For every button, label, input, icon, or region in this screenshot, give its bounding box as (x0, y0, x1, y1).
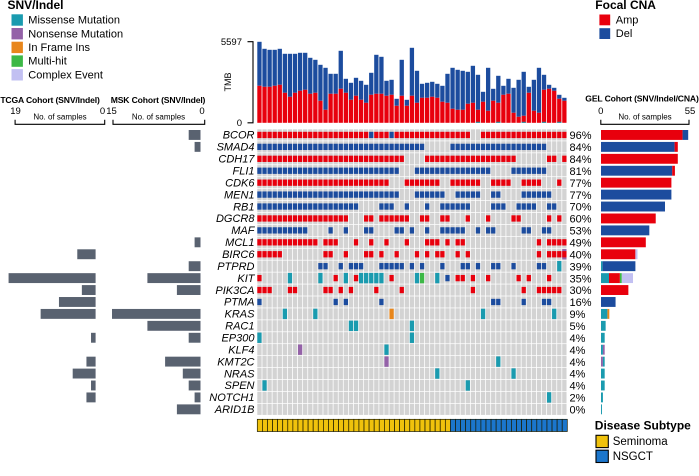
svg-text:Nonsense Mutation: Nonsense Mutation (28, 28, 123, 40)
svg-text:PTPRD: PTPRD (217, 261, 254, 273)
svg-text:NSGCT: NSGCT (613, 451, 653, 463)
svg-text:77%: 77% (570, 178, 592, 190)
svg-text:NRAS: NRAS (224, 368, 255, 380)
svg-text:MAF: MAF (231, 225, 256, 237)
svg-text:MSK Cohort (SNV/Indel): MSK Cohort (SNV/Indel) (111, 95, 206, 105)
svg-text:Multi-hit: Multi-hit (28, 56, 67, 68)
svg-text:TMB: TMB (223, 73, 233, 92)
svg-text:49%: 49% (570, 238, 592, 250)
svg-text:Complex Event: Complex Event (28, 69, 103, 81)
svg-text:Del: Del (616, 28, 633, 40)
svg-text:4%: 4% (570, 369, 586, 381)
svg-text:0: 0 (237, 118, 242, 129)
svg-text:5%: 5% (570, 321, 586, 333)
svg-text:Seminoma: Seminoma (613, 436, 669, 448)
svg-text:CDK6: CDK6 (225, 177, 255, 189)
svg-text:70%: 70% (570, 202, 592, 214)
svg-text:GEL Cohort (SNV/Indel/CNA): GEL Cohort (SNV/Indel/CNA) (585, 93, 699, 103)
svg-text:2%: 2% (570, 393, 586, 405)
svg-text:No. of samples: No. of samples (33, 113, 86, 122)
svg-text:15: 15 (106, 106, 117, 117)
svg-text:77%: 77% (570, 190, 592, 202)
svg-text:FLI1: FLI1 (232, 166, 254, 178)
svg-text:RB1: RB1 (233, 201, 254, 213)
svg-text:0: 0 (199, 106, 204, 117)
svg-text:No. of samples: No. of samples (132, 113, 185, 122)
svg-text:55: 55 (685, 106, 696, 117)
svg-text:RAC1: RAC1 (225, 321, 254, 333)
svg-text:KMT2C: KMT2C (217, 356, 254, 368)
svg-text:53%: 53% (570, 226, 592, 238)
svg-text:MCL1: MCL1 (225, 237, 254, 249)
svg-text:30%: 30% (570, 285, 592, 297)
svg-text:84%: 84% (570, 142, 592, 154)
svg-text:96%: 96% (570, 130, 592, 142)
svg-text:KRAS: KRAS (225, 309, 256, 321)
svg-text:9%: 9% (570, 309, 586, 321)
svg-text:SPEN: SPEN (225, 380, 255, 392)
svg-text:NOTCH1: NOTCH1 (209, 392, 254, 404)
svg-text:4%: 4% (570, 357, 586, 369)
svg-text:MEN1: MEN1 (224, 189, 255, 201)
svg-text:4%: 4% (570, 333, 586, 345)
svg-text:60%: 60% (570, 214, 592, 226)
svg-text:0%: 0% (570, 405, 586, 417)
svg-text:5597: 5597 (221, 37, 242, 48)
svg-text:PIK3CA: PIK3CA (215, 285, 254, 297)
svg-text:BCOR: BCOR (223, 130, 255, 142)
svg-text:Disease Subtype: Disease Subtype (595, 418, 691, 432)
svg-text:BIRC6: BIRC6 (222, 249, 255, 261)
svg-text:SNV/Indel: SNV/Indel (8, 0, 64, 12)
svg-text:DGCR8: DGCR8 (216, 213, 255, 225)
svg-text:KIT: KIT (237, 273, 255, 285)
svg-text:TCGA Cohort (SNV/Indel): TCGA Cohort (SNV/Indel) (0, 95, 100, 105)
svg-text:0: 0 (598, 106, 603, 117)
svg-text:PTMA: PTMA (224, 297, 255, 309)
svg-text:4%: 4% (570, 381, 586, 393)
svg-text:No. of samples: No. of samples (618, 113, 671, 122)
svg-text:Missense Mutation: Missense Mutation (28, 15, 120, 27)
svg-text:40%: 40% (570, 249, 592, 261)
svg-text:35%: 35% (570, 273, 592, 285)
svg-text:In Frame Ins: In Frame Ins (28, 42, 90, 54)
svg-text:19: 19 (10, 106, 21, 117)
svg-text:CDH17: CDH17 (218, 154, 255, 166)
svg-text:Amp: Amp (616, 15, 639, 27)
svg-text:0: 0 (100, 106, 105, 117)
svg-text:EP300: EP300 (221, 333, 255, 345)
svg-text:4%: 4% (570, 345, 586, 357)
svg-text:SMAD4: SMAD4 (217, 142, 255, 154)
svg-text:84%: 84% (570, 154, 592, 166)
svg-text:ARID1B: ARID1B (214, 404, 255, 416)
svg-text:16%: 16% (570, 297, 592, 309)
svg-text:81%: 81% (570, 166, 592, 178)
svg-text:Focal CNA: Focal CNA (595, 0, 656, 12)
svg-text:39%: 39% (570, 261, 592, 273)
svg-text:KLF4: KLF4 (228, 344, 254, 356)
